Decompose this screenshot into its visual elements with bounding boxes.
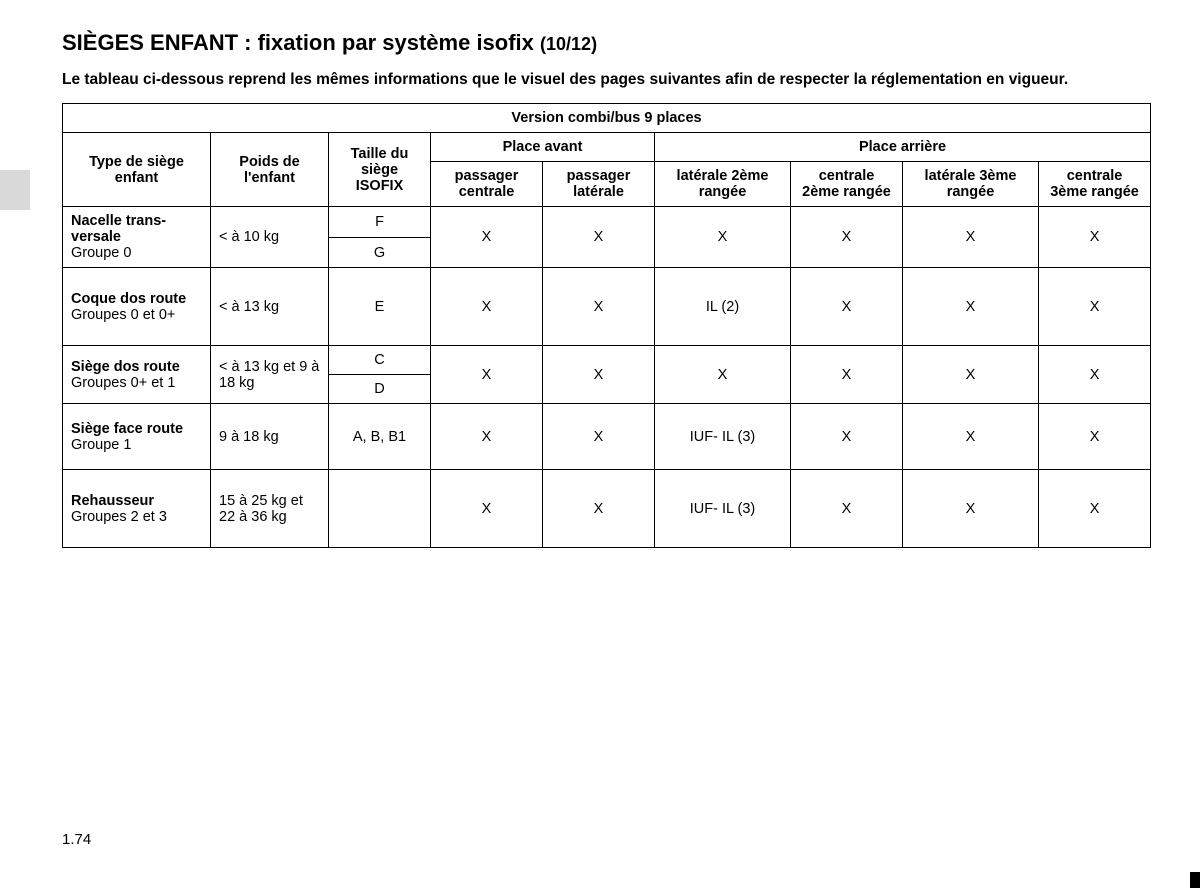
- cell-value: IL (2): [655, 268, 791, 346]
- cell-value: X: [903, 346, 1039, 404]
- cell-seat-type: Nacelle trans-versale Groupe 0: [63, 207, 211, 268]
- cell-value: X: [791, 470, 903, 548]
- cell-seat-type: Coque dos route Groupes 0 et 0+: [63, 268, 211, 346]
- isofix-table: Version combi/bus 9 places Type de siège…: [62, 103, 1151, 548]
- cell-weight: < à 10 kg: [211, 207, 329, 268]
- cell-weight: 15 à 25 kg et 22 à 36 kg: [211, 470, 329, 548]
- header-rear-center-2: centrale 2ème rangée: [791, 162, 903, 207]
- header-top: Version combi/bus 9 places: [63, 104, 1151, 133]
- cell-isofix: A, B, B1: [329, 404, 431, 470]
- cell-seat-type: Siège dos route Groupes 0+ et 1: [63, 346, 211, 404]
- label-bold: Siège face route: [71, 421, 202, 437]
- table-row: Rehausseur Groupes 2 et 3 15 à 25 kg et …: [63, 470, 1151, 548]
- label-sub: Groupes 0 et 0+: [71, 307, 202, 323]
- cell-isofix: [329, 470, 431, 548]
- cell-value: X: [791, 268, 903, 346]
- header-front-center: passager centrale: [431, 162, 543, 207]
- table-row: Siège dos route Groupes 0+ et 1 < à 13 k…: [63, 346, 1151, 375]
- cell-value: X: [791, 404, 903, 470]
- label-bold: Coque dos route: [71, 291, 202, 307]
- label-sub: Groupe 1: [71, 437, 202, 453]
- label-bold: Rehausseur: [71, 493, 202, 509]
- intro-text: Le tableau ci-dessous reprend les mêmes …: [62, 70, 1145, 89]
- cell-seat-type: Siège face route Groupe 1: [63, 404, 211, 470]
- cell-value: X: [1039, 207, 1151, 268]
- cell-value: X: [543, 404, 655, 470]
- cell-value: X: [903, 207, 1039, 268]
- cell-value: X: [431, 404, 543, 470]
- header-group-front: Place avant: [431, 133, 655, 162]
- cell-value: X: [655, 346, 791, 404]
- cell-isofix: F: [329, 207, 431, 238]
- cell-value: X: [431, 346, 543, 404]
- label-sub: Groupe 0: [71, 245, 202, 261]
- cell-value: X: [791, 346, 903, 404]
- label-sub: Groupes 2 et 3: [71, 509, 202, 525]
- cell-value: X: [903, 268, 1039, 346]
- header-rear-side-3: latérale 3ème rangée: [903, 162, 1039, 207]
- cell-value: X: [1039, 404, 1151, 470]
- table-row: Siège face route Groupe 1 9 à 18 kg A, B…: [63, 404, 1151, 470]
- cell-value: X: [1039, 346, 1151, 404]
- table-row: Nacelle trans-versale Groupe 0 < à 10 kg…: [63, 207, 1151, 238]
- cell-value: IUF- IL (3): [655, 470, 791, 548]
- cell-seat-type: Rehausseur Groupes 2 et 3: [63, 470, 211, 548]
- header-rear-center-3: centrale 3ème rangée: [1039, 162, 1151, 207]
- cell-value: IUF- IL (3): [655, 404, 791, 470]
- page-title: SIÈGES ENFANT : fixation par système iso…: [62, 30, 1145, 56]
- cell-value: X: [543, 207, 655, 268]
- cell-value: X: [431, 207, 543, 268]
- header-front-side: passager latérale: [543, 162, 655, 207]
- header-group-rear: Place arrière: [655, 133, 1151, 162]
- table-row: Type de siège enfant Poids de l'enfant T…: [63, 133, 1151, 162]
- cell-value: X: [543, 268, 655, 346]
- cell-value: X: [1039, 470, 1151, 548]
- header-rear-side-2: latérale 2ème rangée: [655, 162, 791, 207]
- cell-weight: < à 13 kg: [211, 268, 329, 346]
- cell-value: X: [543, 470, 655, 548]
- label-bold: Nacelle trans-versale: [71, 213, 202, 245]
- cell-value: X: [903, 404, 1039, 470]
- header-weight: Poids de l'enfant: [211, 133, 329, 207]
- cell-value: X: [791, 207, 903, 268]
- cell-isofix: C: [329, 346, 431, 375]
- cell-weight: < à 13 kg et 9 à 18 kg: [211, 346, 329, 404]
- page-tab: [0, 170, 30, 210]
- header-isofix: Taille du siège ISOFIX: [329, 133, 431, 207]
- page-content: SIÈGES ENFANT : fixation par système iso…: [0, 0, 1200, 548]
- header-seat-type: Type de siège enfant: [63, 133, 211, 207]
- page-number: 1.74: [62, 831, 91, 848]
- cell-isofix: D: [329, 375, 431, 404]
- cell-value: X: [431, 268, 543, 346]
- cell-isofix: G: [329, 237, 431, 268]
- table-row: Version combi/bus 9 places: [63, 104, 1151, 133]
- cell-value: X: [431, 470, 543, 548]
- title-main: SIÈGES ENFANT : fixation par système iso…: [62, 30, 540, 55]
- cell-isofix: E: [329, 268, 431, 346]
- table-row: Coque dos route Groupes 0 et 0+ < à 13 k…: [63, 268, 1151, 346]
- cell-value: X: [1039, 268, 1151, 346]
- corner-mark-icon: [1190, 872, 1200, 888]
- cell-value: X: [655, 207, 791, 268]
- title-sub: (10/12): [540, 34, 597, 54]
- label-bold: Siège dos route: [71, 359, 202, 375]
- cell-value: X: [903, 470, 1039, 548]
- label-sub: Groupes 0+ et 1: [71, 375, 202, 391]
- cell-value: X: [543, 346, 655, 404]
- cell-weight: 9 à 18 kg: [211, 404, 329, 470]
